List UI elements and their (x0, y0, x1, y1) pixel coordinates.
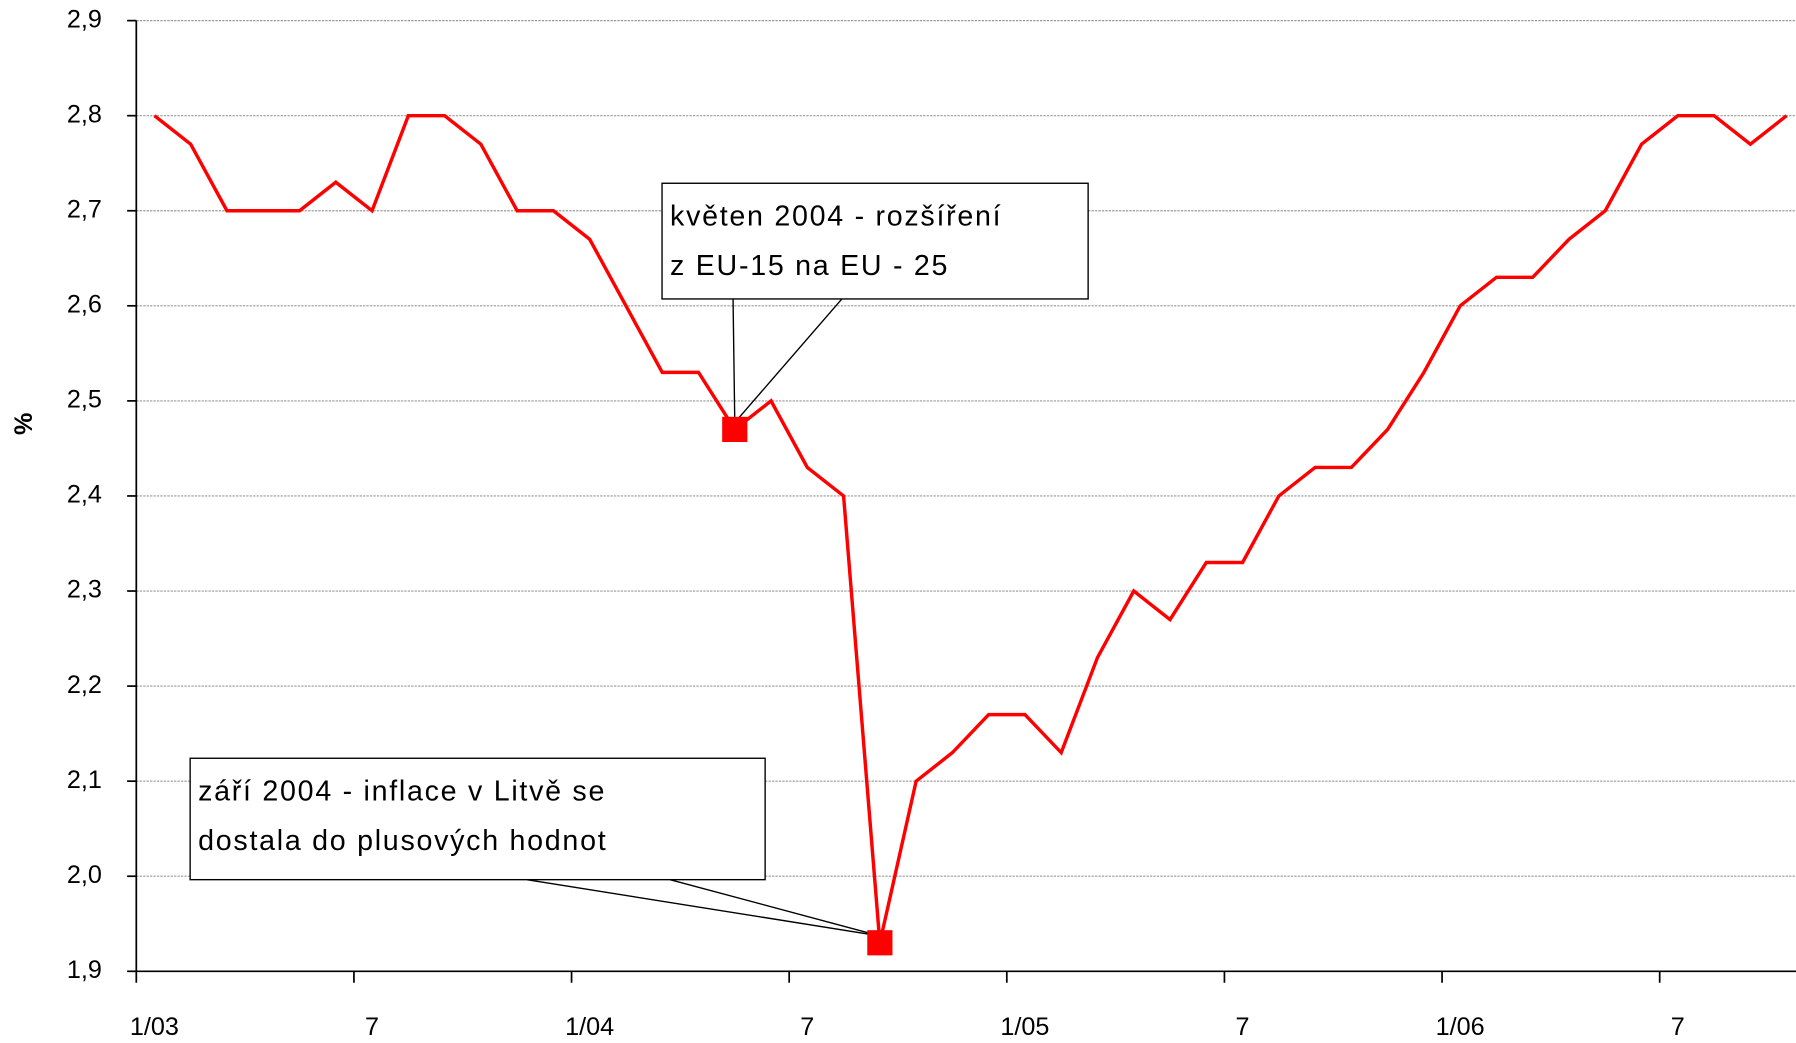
x-tick-label: 7 (1671, 1013, 1685, 1041)
annotation-text: květen 2004 - rozšíření (670, 201, 1002, 233)
plot-root: % 1,9 2,0 2,1 2,2 2,3 2,4 2,5 2,6 2,7 2,8 2,9 1/03 7… (10, 5, 1796, 1041)
y-tick-label: 2,6 (67, 290, 102, 318)
x-tick-label: 7 (800, 1013, 814, 1041)
highlight-marker (722, 416, 748, 443)
annotation-text: září 2004 - inflace v Litvě se (198, 776, 606, 808)
x-tick-label: 7 (365, 1013, 379, 1041)
y-tick-label: 2,9 (67, 5, 102, 33)
y-tick-label: 2,3 (67, 576, 102, 604)
y-tick-label: 1,9 (67, 956, 102, 984)
y-tick-label: 2,8 (67, 100, 102, 128)
y-tick-label: 2,1 (67, 766, 102, 794)
y-tick-label: 2,4 (67, 481, 102, 509)
annotation-text: z EU-15 na EU - 25 (670, 250, 949, 282)
x-tick-label: 1/05 (1000, 1013, 1049, 1041)
y-tick-label: 2,2 (67, 671, 102, 699)
x-tick-label: 7 (1236, 1013, 1250, 1041)
x-tick-label: 1/04 (565, 1013, 614, 1041)
y-axis-label: % (10, 413, 38, 435)
y-tick-label: 2,0 (67, 861, 102, 889)
x-tick-label: 1/06 (1436, 1013, 1485, 1041)
y-tick-label: 2,7 (67, 195, 102, 223)
callout-line (669, 879, 881, 937)
callout-line (526, 878, 880, 937)
annotation-box (661, 182, 1089, 300)
callout-line (734, 298, 843, 423)
highlight-marker (867, 930, 893, 956)
annotation-text: dostala do plusových hodnot (198, 825, 607, 857)
annotation-box (189, 757, 766, 881)
x-tick-label: 1/03 (130, 1013, 179, 1041)
y-tick-label: 2,5 (67, 386, 102, 414)
data-line (153, 113, 1788, 944)
callout-line (732, 298, 736, 423)
